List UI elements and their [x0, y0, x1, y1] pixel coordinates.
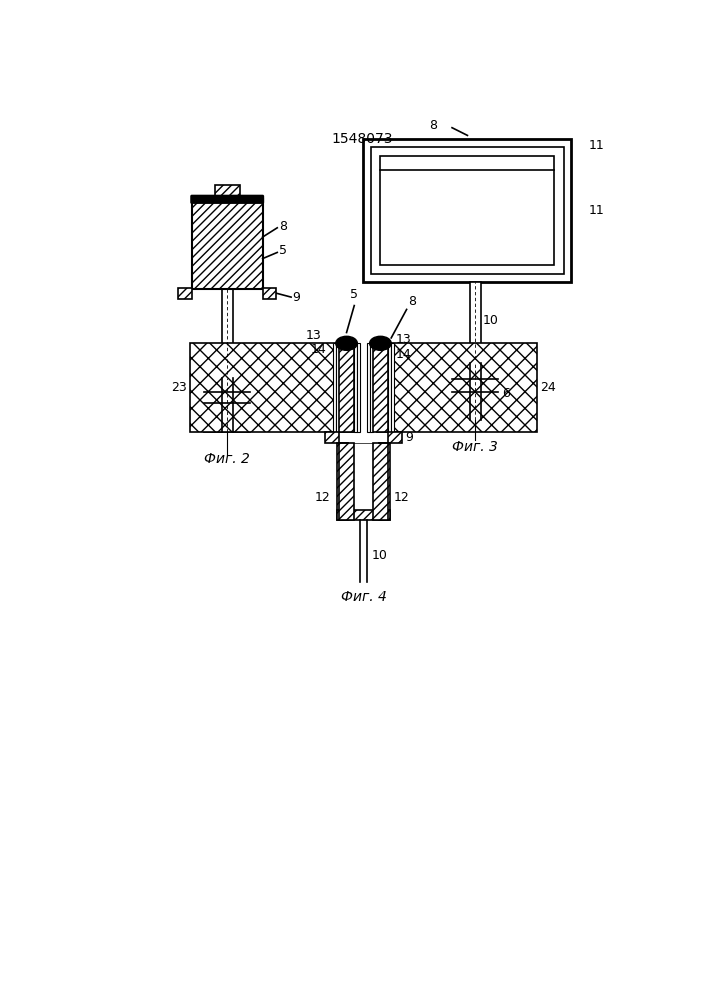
- Bar: [339, 343, 354, 432]
- Text: 13: 13: [306, 329, 322, 342]
- Text: 14: 14: [311, 343, 327, 356]
- Text: 11: 11: [589, 139, 605, 152]
- Bar: [388, 432, 402, 443]
- Text: 5: 5: [279, 244, 287, 257]
- Ellipse shape: [370, 336, 391, 350]
- Text: 14: 14: [396, 348, 411, 361]
- Text: 13: 13: [396, 333, 411, 346]
- Bar: [262, 288, 276, 299]
- Bar: [379, 443, 390, 520]
- Text: 9: 9: [405, 431, 413, 444]
- Bar: [388, 343, 391, 432]
- Text: 9: 9: [293, 291, 300, 304]
- Bar: [222, 289, 233, 374]
- Text: 8: 8: [408, 295, 416, 308]
- Text: 1548073: 1548073: [331, 132, 392, 146]
- Bar: [452, 363, 498, 420]
- Bar: [366, 343, 370, 432]
- Bar: [354, 343, 357, 432]
- Bar: [357, 343, 361, 432]
- Bar: [371, 147, 563, 274]
- Bar: [380, 156, 554, 265]
- Text: 12: 12: [394, 491, 409, 504]
- Bar: [192, 199, 262, 289]
- Bar: [391, 343, 395, 432]
- Bar: [339, 443, 354, 520]
- Bar: [337, 443, 348, 520]
- Text: 5: 5: [350, 288, 358, 301]
- Bar: [363, 139, 571, 282]
- Bar: [178, 288, 192, 299]
- Bar: [373, 443, 388, 520]
- Text: 8: 8: [429, 119, 437, 132]
- Bar: [336, 343, 339, 432]
- Text: 6: 6: [502, 387, 510, 400]
- Text: Фиг. 3: Фиг. 3: [452, 440, 498, 454]
- Bar: [215, 185, 240, 199]
- Text: 10: 10: [483, 314, 498, 327]
- Text: Фиг. 2: Фиг. 2: [204, 452, 250, 466]
- Bar: [190, 343, 356, 432]
- Bar: [337, 510, 390, 520]
- Text: 11: 11: [589, 204, 605, 217]
- Bar: [204, 378, 250, 432]
- Text: Фиг. 4: Фиг. 4: [341, 590, 387, 604]
- Bar: [373, 343, 388, 432]
- Text: 12: 12: [314, 491, 330, 504]
- Bar: [378, 343, 537, 432]
- Bar: [348, 443, 379, 510]
- Bar: [370, 343, 373, 432]
- Bar: [325, 432, 339, 443]
- Ellipse shape: [336, 336, 357, 350]
- Bar: [469, 282, 481, 359]
- FancyBboxPatch shape: [190, 195, 264, 204]
- Text: 10: 10: [371, 549, 387, 562]
- Text: 24: 24: [541, 381, 556, 394]
- Text: 8: 8: [279, 220, 287, 233]
- Bar: [333, 343, 336, 432]
- Text: 23: 23: [171, 381, 187, 394]
